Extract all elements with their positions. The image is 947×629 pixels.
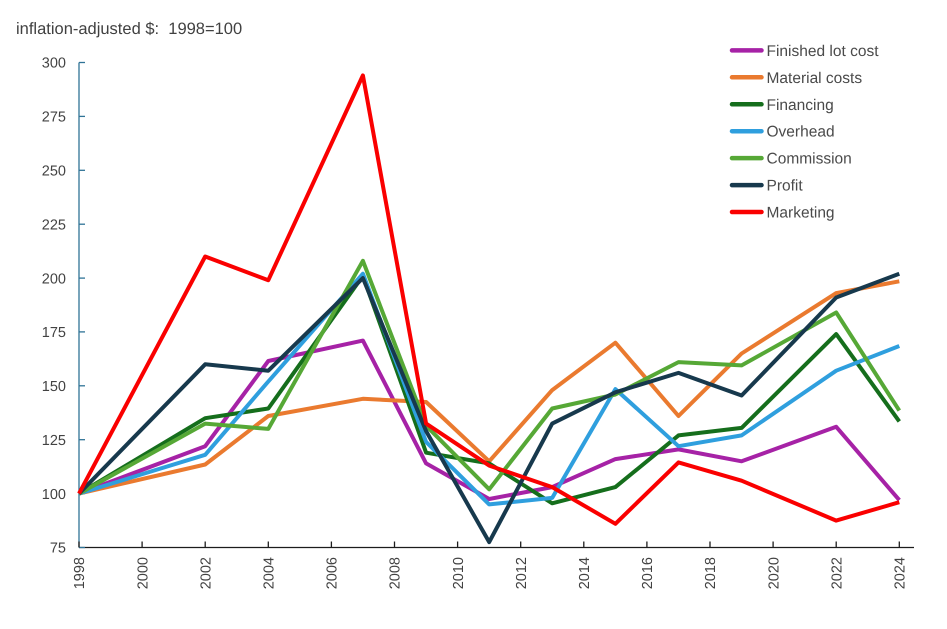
svg-text:2014: 2014 xyxy=(577,557,593,589)
svg-text:250: 250 xyxy=(42,164,66,180)
svg-text:2004: 2004 xyxy=(262,557,278,589)
svg-text:Material costs: Material costs xyxy=(767,70,863,87)
svg-text:2024: 2024 xyxy=(893,557,909,589)
svg-text:Overhead: Overhead xyxy=(767,124,835,141)
svg-text:Marketing: Marketing xyxy=(767,205,835,222)
svg-text:275: 275 xyxy=(42,110,66,126)
svg-text:2010: 2010 xyxy=(451,557,467,589)
svg-text:2000: 2000 xyxy=(135,557,151,589)
svg-text:100: 100 xyxy=(42,487,66,503)
svg-text:Profit: Profit xyxy=(767,178,804,195)
svg-text:1998: 1998 xyxy=(72,557,88,589)
svg-text:225: 225 xyxy=(42,217,66,233)
svg-text:2002: 2002 xyxy=(198,557,214,589)
svg-text:200: 200 xyxy=(42,271,66,287)
svg-text:2006: 2006 xyxy=(325,557,341,589)
svg-text:2018: 2018 xyxy=(703,557,719,589)
svg-text:2022: 2022 xyxy=(829,557,845,589)
svg-text:75: 75 xyxy=(50,541,66,557)
svg-text:300: 300 xyxy=(42,56,66,72)
svg-text:Finished lot cost: Finished lot cost xyxy=(767,43,880,60)
svg-text:Financing: Financing xyxy=(767,97,834,114)
svg-text:175: 175 xyxy=(42,325,66,341)
svg-text:2016: 2016 xyxy=(640,557,656,589)
svg-text:2012: 2012 xyxy=(514,557,530,589)
svg-text:150: 150 xyxy=(42,379,66,395)
svg-text:Commission: Commission xyxy=(767,151,852,168)
svg-text:2020: 2020 xyxy=(766,557,782,589)
svg-text:inflation-adjusted $: 1998=10: inflation-adjusted $: 1998=100 xyxy=(16,20,242,38)
svg-text:125: 125 xyxy=(42,433,66,449)
svg-text:2008: 2008 xyxy=(388,557,404,589)
